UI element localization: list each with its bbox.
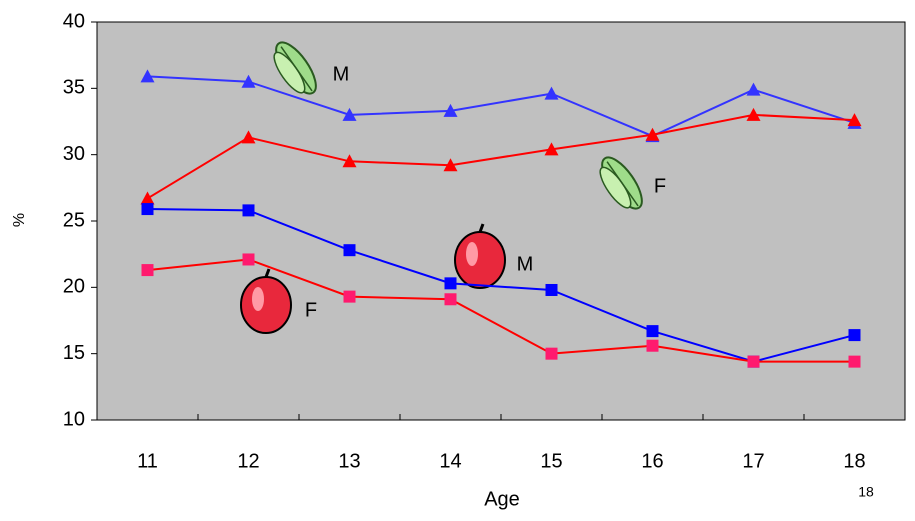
data-point: [444, 293, 457, 306]
data-point: [646, 339, 659, 352]
data-point: [141, 264, 154, 277]
data-point: [848, 355, 861, 368]
data-point: [444, 277, 457, 290]
x-tick-label: 18: [843, 450, 865, 472]
data-point: [443, 158, 458, 172]
data-point: [847, 113, 862, 127]
data-point: [343, 290, 356, 303]
data-point: [343, 244, 356, 257]
x-tick-label: 11: [137, 450, 158, 472]
data-point: [242, 253, 255, 266]
data-point: [747, 355, 760, 368]
y-tick-label: 35: [63, 77, 85, 99]
x-tick-label: 15: [540, 450, 562, 472]
annotation: F: [654, 175, 666, 197]
data-point: [141, 203, 154, 216]
data-point: [544, 86, 559, 100]
data-point: [241, 130, 256, 144]
data-point: [241, 74, 256, 88]
x-tick-label: 14: [439, 450, 461, 472]
x-axis-label: Age: [484, 488, 520, 510]
data-point: [140, 191, 155, 205]
series-line: [146, 113, 855, 200]
apple-icon: [240, 268, 292, 334]
x-tick-label: 16: [641, 450, 663, 472]
x-tick-label: 12: [237, 450, 259, 472]
data-point: [746, 82, 761, 96]
data-point: [342, 107, 357, 121]
plot-area: [96, 21, 906, 421]
series-line: [147, 75, 855, 138]
data-point: [242, 204, 255, 217]
annotation: F: [305, 299, 317, 321]
x-tick-label: 17: [742, 450, 764, 472]
lettuce-icon: [273, 41, 317, 95]
y-tick-label: 15: [63, 342, 85, 364]
y-axis-label: %: [11, 213, 28, 227]
data-point: [545, 347, 558, 360]
y-tick-label: 40: [63, 10, 85, 32]
data-point: [545, 283, 558, 296]
data-point: [746, 107, 761, 121]
annotation: M: [333, 63, 350, 85]
series-line: [147, 258, 855, 363]
page-number: 18: [858, 484, 874, 500]
y-tick-label: 10: [63, 408, 85, 430]
data-point: [645, 127, 660, 141]
icons: [240, 41, 643, 334]
apple-icon: [454, 223, 506, 289]
annotation: M: [517, 253, 534, 275]
data-point: [848, 329, 861, 342]
y-tick-label: 25: [63, 209, 85, 231]
data-point: [544, 142, 559, 156]
data-point: [342, 154, 357, 168]
lettuce-icon: [599, 156, 643, 210]
y-tick-label: 30: [63, 143, 85, 165]
data-point: [140, 69, 155, 83]
x-tick-label: 13: [338, 450, 360, 472]
y-tick-label: 20: [63, 276, 85, 298]
data-point: [646, 325, 659, 338]
series-line: [147, 208, 855, 363]
data-point: [443, 103, 458, 117]
